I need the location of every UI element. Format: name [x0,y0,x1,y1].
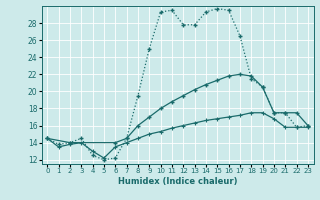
X-axis label: Humidex (Indice chaleur): Humidex (Indice chaleur) [118,177,237,186]
